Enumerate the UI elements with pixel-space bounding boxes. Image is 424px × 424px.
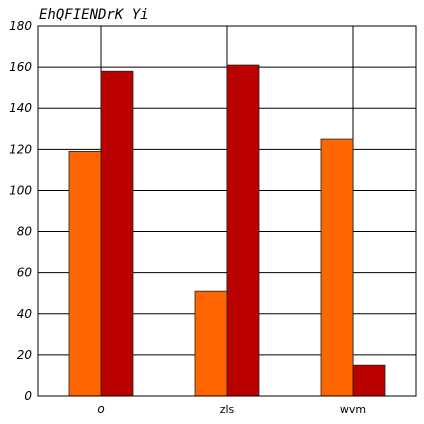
bars — [68, 64, 386, 397]
y-tick-label: 20 — [17, 348, 33, 362]
bar-zls-series-1 — [194, 290, 228, 397]
y-tick-label: 120 — [9, 142, 32, 156]
y-tick-label: 180 — [9, 19, 32, 33]
y-tick-label: 160 — [9, 60, 32, 74]
x-tick-label: o — [97, 402, 104, 416]
y-tick-label: 60 — [17, 266, 33, 280]
bar-wvm-series-1 — [320, 138, 354, 397]
x-tick-label: zls — [220, 403, 235, 416]
y-tick-label: 140 — [9, 101, 32, 115]
bar-zls-series-2 — [226, 64, 260, 397]
plot-frame — [37, 25, 417, 397]
bar-o-series-1 — [68, 150, 102, 397]
bar-wvm-series-2 — [352, 364, 386, 397]
y-tick-label: 100 — [9, 183, 32, 197]
chart-title: EhQFIENDrK Yi — [39, 7, 149, 23]
y-tick-label: 0 — [24, 389, 32, 403]
bar-o-series-2 — [100, 70, 134, 397]
y-tick-label: 80 — [17, 225, 33, 239]
y-tick-label: 40 — [17, 307, 33, 321]
axes: 0 20 40 60 80 100 120 140 160 180 o zls wvm — [9, 19, 417, 416]
x-tick-label: wvm — [340, 403, 366, 416]
